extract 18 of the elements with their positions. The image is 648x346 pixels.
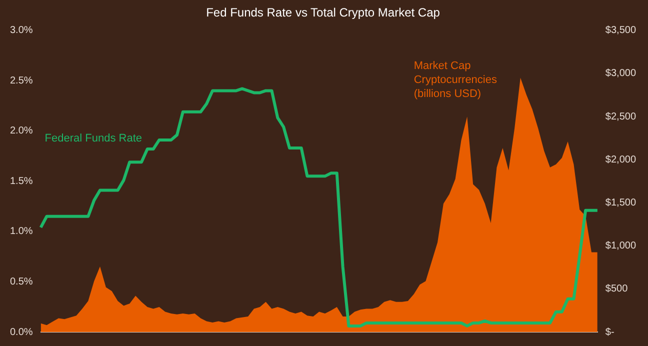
y2-tick-label: $3,500 [605, 25, 636, 36]
y2-tick-label: $1,500 [605, 197, 636, 208]
y2-tick-label: $3,000 [605, 68, 636, 80]
y2-tick-label: $1,000 [605, 240, 636, 252]
y-tick-label: 0.0% [10, 326, 33, 338]
y-tick-label: 0.5% [10, 276, 33, 288]
y-tick-label: 1.0% [10, 226, 33, 238]
y2-tick-label: $- [605, 326, 614, 338]
y2-tick-label: $2,000 [605, 154, 636, 166]
series-label: Federal Funds Rate [44, 132, 142, 144]
y-tick-label: 3.0% [10, 25, 33, 36]
series-label: Market Cap Cryptocurrencies (billions USD) [414, 60, 498, 100]
y-tick-label: 1.5% [10, 176, 33, 187]
y-tick-label: 2.0% [10, 126, 33, 137]
y2-tick-label: $2,500 [605, 111, 636, 122]
chart-title: Fed Funds Rate vs Total Crypto Market Cap [206, 6, 440, 20]
y2-tick-label: $500 [605, 284, 628, 295]
y-tick-label: 2.5% [10, 75, 33, 86]
